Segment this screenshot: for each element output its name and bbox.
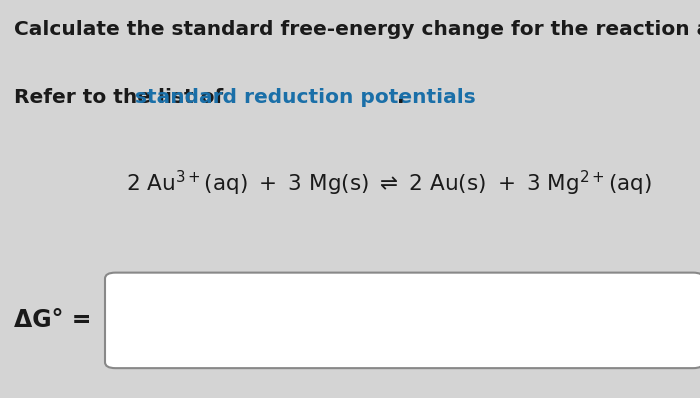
Text: Calculate the standard free-energy change for the reaction at 25 °C.: Calculate the standard free-energy chang…: [7, 20, 700, 39]
Text: ΔG° =: ΔG° =: [14, 308, 92, 332]
Text: .: .: [397, 88, 405, 107]
Text: $2\ \mathrm{Au}^{3+}\mathrm{(aq)}\ +\ 3\ \mathrm{Mg(s)}\ \rightleftharpoons\ 2\ : $2\ \mathrm{Au}^{3+}\mathrm{(aq)}\ +\ 3\…: [126, 168, 652, 198]
Text: Refer to the list of: Refer to the list of: [7, 88, 230, 107]
FancyBboxPatch shape: [105, 273, 700, 368]
Text: standard reduction potentials: standard reduction potentials: [135, 88, 476, 107]
